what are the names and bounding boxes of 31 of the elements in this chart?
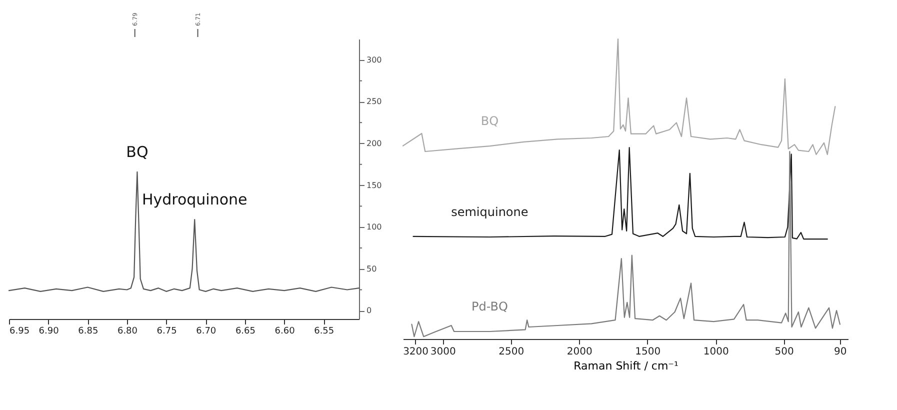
- series-label: semiquinone: [451, 205, 528, 219]
- annotation: Hydroquinone: [142, 190, 248, 209]
- series-label: Pd-BQ: [471, 300, 508, 314]
- x-tick-label: 6.65: [235, 326, 256, 336]
- x-axis-title: Raman Shift / cm⁻¹: [574, 360, 678, 372]
- x-tick-label: 6.60: [274, 326, 296, 336]
- line-series: [8, 171, 360, 292]
- x-tick-label: 3000: [430, 346, 456, 358]
- y-tick-label: 150: [366, 180, 382, 190]
- y-tick-label: 0: [366, 306, 372, 316]
- y-tick-label: 100: [366, 222, 382, 232]
- y-tick-label: 250: [366, 97, 382, 106]
- series-label: BQ: [480, 114, 499, 128]
- x-tick-label: 6.95: [10, 326, 30, 336]
- x-tick-label: 6.55: [314, 326, 334, 336]
- x-tick-label: 6.70: [196, 326, 216, 336]
- x-tick-label: 6.85: [78, 326, 98, 336]
- y-tick-label: 200: [366, 138, 382, 148]
- x-tick-label: 2000: [566, 346, 592, 358]
- x-tick-label: 1500: [635, 346, 661, 358]
- x-tick-label: 500: [774, 346, 794, 358]
- x-tick-label: 6.90: [38, 326, 60, 336]
- x-tick-label: 1000: [703, 346, 729, 358]
- y-tick-label: 50: [366, 264, 377, 274]
- y-tick-label: 300: [366, 55, 382, 64]
- x-tick-label: 90: [834, 346, 847, 358]
- annotation: BQ: [126, 142, 148, 161]
- x-tick-label: 6.75: [156, 326, 177, 336]
- x-tick-label: 2500: [498, 346, 524, 358]
- x-tick-label: 3200: [403, 346, 429, 358]
- x-tick-label: 6.80: [117, 326, 138, 336]
